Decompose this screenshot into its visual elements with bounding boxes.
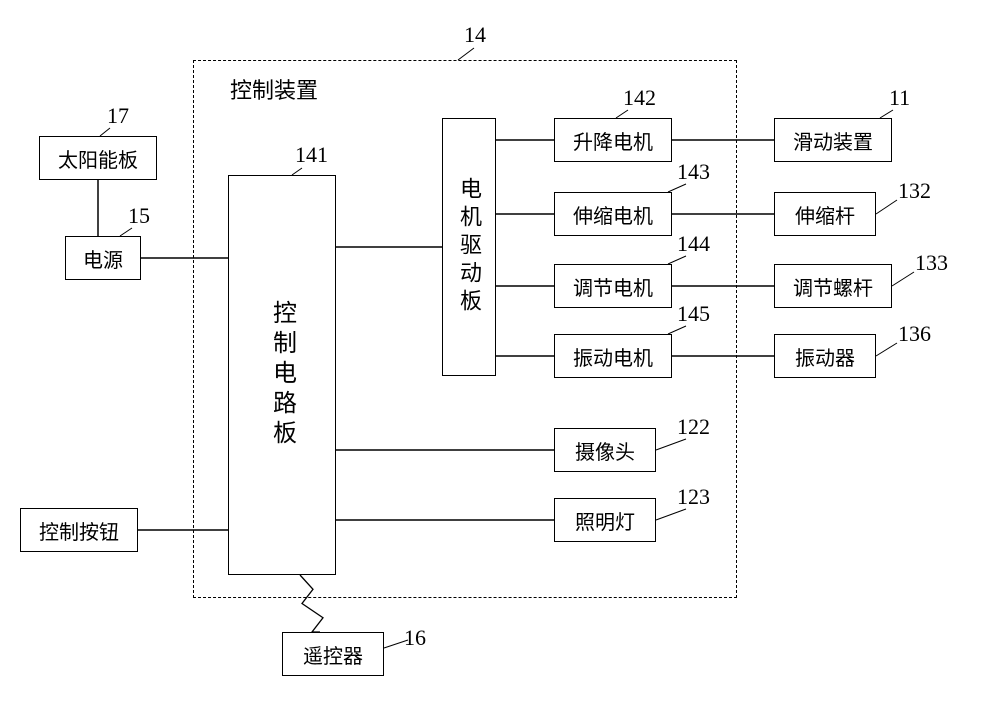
remote-box: 遥控器 bbox=[282, 632, 384, 676]
ref-14: 14 bbox=[464, 22, 486, 48]
light-box: 照明灯 bbox=[554, 498, 656, 542]
tele-motor-box: 伸缩电机 bbox=[554, 192, 672, 236]
adj-screw-label: 调节螺杆 bbox=[793, 272, 873, 301]
ref-141: 141 bbox=[295, 142, 328, 168]
control-button-box: 控制按钮 bbox=[20, 508, 138, 552]
solar-panel-label: 太阳能板 bbox=[58, 144, 138, 173]
ref-142: 142 bbox=[623, 85, 656, 111]
vib-motor-box: 振动电机 bbox=[554, 334, 672, 378]
power-box: 电源 bbox=[65, 236, 141, 280]
control-circuit-board-box: 控制电路板 bbox=[228, 175, 336, 575]
adj-motor-label: 调节电机 bbox=[573, 272, 653, 301]
camera-box: 摄像头 bbox=[554, 428, 656, 472]
lift-motor-label: 升降电机 bbox=[573, 126, 653, 155]
vib-motor-label: 振动电机 bbox=[573, 342, 653, 371]
ref-122: 122 bbox=[677, 414, 710, 440]
ref-15: 15 bbox=[128, 203, 150, 229]
light-label: 照明灯 bbox=[575, 506, 635, 535]
vibrator-label: 振动器 bbox=[795, 342, 855, 371]
ref-145: 145 bbox=[677, 301, 710, 327]
ref-136: 136 bbox=[898, 321, 931, 347]
ref-11: 11 bbox=[889, 85, 910, 111]
power-label: 电源 bbox=[83, 244, 123, 273]
ref-143: 143 bbox=[677, 159, 710, 185]
slide-device-label: 滑动装置 bbox=[793, 126, 873, 155]
lift-motor-box: 升降电机 bbox=[554, 118, 672, 162]
diagram-stage: { "style": { "box_border": "#000000", "b… bbox=[0, 0, 1000, 712]
ref-16: 16 bbox=[404, 625, 426, 651]
tele-rod-label: 伸缩杆 bbox=[795, 200, 855, 229]
camera-label: 摄像头 bbox=[575, 436, 635, 465]
control-device-title: 控制装置 bbox=[230, 73, 318, 105]
ref-144: 144 bbox=[677, 231, 710, 257]
remote-label: 遥控器 bbox=[303, 640, 363, 669]
control-button-label: 控制按钮 bbox=[39, 516, 119, 545]
vibrator-box: 振动器 bbox=[774, 334, 876, 378]
motor-driver-label: 电机驱动板 bbox=[453, 177, 485, 317]
ref-133: 133 bbox=[915, 250, 948, 276]
ref-132: 132 bbox=[898, 178, 931, 204]
tele-rod-box: 伸缩杆 bbox=[774, 192, 876, 236]
solar-panel-box: 太阳能板 bbox=[39, 136, 157, 180]
adj-screw-box: 调节螺杆 bbox=[774, 264, 892, 308]
control-circuit-board-label: 控制电路板 bbox=[265, 300, 300, 450]
ref-123: 123 bbox=[677, 484, 710, 510]
ref-17: 17 bbox=[107, 103, 129, 129]
adj-motor-box: 调节电机 bbox=[554, 264, 672, 308]
motor-driver-box: 电机驱动板 bbox=[442, 118, 496, 376]
tele-motor-label: 伸缩电机 bbox=[573, 200, 653, 229]
slide-device-box: 滑动装置 bbox=[774, 118, 892, 162]
